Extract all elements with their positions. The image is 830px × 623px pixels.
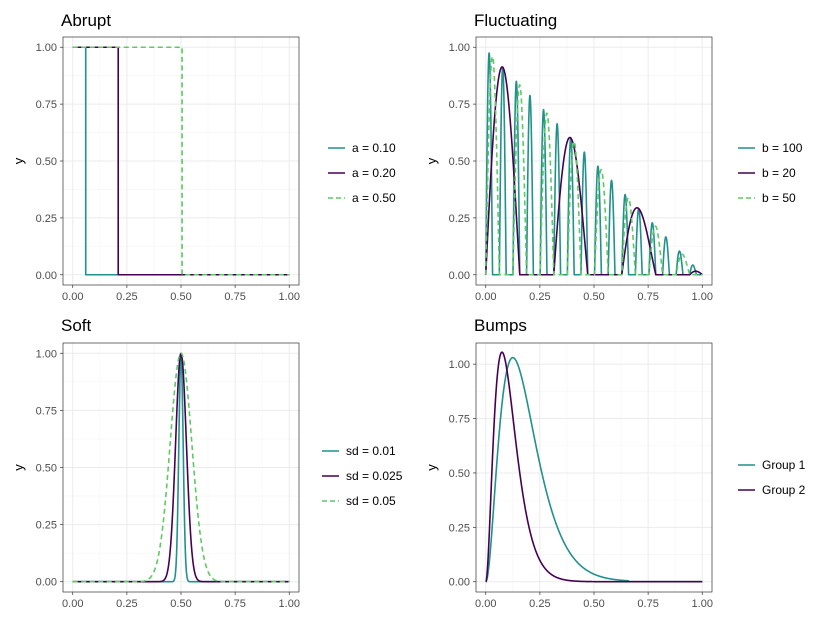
- y-tick-label: 0.75: [449, 414, 470, 426]
- legend-label: a = 0.50: [352, 191, 396, 205]
- y-tick-label: 0.75: [36, 405, 57, 417]
- gridlines: [476, 343, 712, 592]
- x-tick-label: 0.50: [170, 598, 191, 610]
- panel-soft: Soft 0.00 0.25 0.50 0.75 1.00 0.00 0.25 0.50 0.75…: [11, 316, 403, 610]
- x-tick-label: 1.00: [692, 291, 713, 303]
- series-line-sd-0-05: [72, 352, 290, 583]
- legend: a = 0.10 a = 0.20 a = 0.50: [328, 141, 396, 205]
- panel-title: Abrupt: [61, 11, 111, 30]
- legend: b = 100 b = 20 b = 50: [738, 141, 803, 205]
- legend-label: b = 20: [762, 166, 796, 180]
- y-tick-label: 0.75: [36, 99, 57, 111]
- y-tick-label: 0.50: [36, 463, 57, 475]
- y-tick-label: 0.50: [449, 156, 470, 168]
- x-tick-label: 0.75: [224, 291, 245, 303]
- legend-label: a = 0.10: [352, 141, 396, 155]
- series-line-a-0-50: [72, 46, 290, 276]
- y-tick-label: 1.00: [449, 42, 470, 54]
- x-tick-label: 0.50: [583, 291, 604, 303]
- legend-label: Group 1: [762, 458, 806, 472]
- x-tick-label: 0.00: [62, 598, 83, 610]
- x-tick-label: 0.25: [116, 598, 137, 610]
- y-tick-label: 0.00: [449, 270, 470, 282]
- legend-label: sd = 0.05: [346, 494, 396, 508]
- series-group: [484, 52, 703, 276]
- series-line-b-50: [484, 55, 703, 276]
- series-group: [72, 46, 290, 276]
- y-tick-label: 1.00: [449, 359, 470, 371]
- y-tick-label: 0.25: [449, 213, 470, 225]
- legend-label: b = 100: [762, 141, 803, 155]
- x-tick-label: 1.00: [279, 598, 300, 610]
- legend-label: a = 0.20: [352, 166, 396, 180]
- x-tick-label: 0.25: [529, 291, 550, 303]
- series-line-group-2: [485, 351, 703, 583]
- x-tick-label: 0.50: [170, 291, 191, 303]
- panel-fluctuating: Fluctuating 0.00 0.25 0.50 0.75 1.00 0.00 0.25 0…: [424, 11, 803, 303]
- legend-label: sd = 0.01: [346, 444, 396, 458]
- y-tick-label: 0.00: [36, 270, 57, 282]
- y-axis-label: y: [424, 157, 439, 164]
- legend: Group 1 Group 2: [738, 458, 806, 497]
- legend-label: Group 2: [762, 483, 806, 497]
- x-tick-label: 0.75: [224, 598, 245, 610]
- panel-bumps: Bumps 0.00 0.25 0.50 0.75 1.00 0.00 0.25 0.50 0.7…: [424, 316, 806, 610]
- x-tick-label: 0.00: [475, 598, 496, 610]
- y-axis-label: y: [424, 464, 439, 471]
- x-tick-label: 0.25: [116, 291, 137, 303]
- series-group: [72, 352, 290, 583]
- series-group: [485, 351, 703, 583]
- x-tick-label: 0.25: [529, 598, 550, 610]
- x-tick-label: 1.00: [692, 598, 713, 610]
- panel-title: Fluctuating: [474, 11, 557, 30]
- legend-label: b = 50: [762, 191, 796, 205]
- y-axis-label: y: [11, 464, 26, 471]
- y-tick-label: 0.25: [449, 522, 470, 534]
- y-axis-label: y: [11, 157, 26, 164]
- x-tick-label: 0.50: [583, 598, 604, 610]
- y-tick-label: 0.00: [449, 577, 470, 589]
- legend-label: sd = 0.025: [346, 469, 403, 483]
- x-tick-label: 0.00: [475, 291, 496, 303]
- x-tick-label: 0.75: [637, 598, 658, 610]
- y-tick-label: 0.50: [36, 156, 57, 168]
- y-tick-label: 0.00: [36, 577, 57, 589]
- y-tick-label: 0.25: [36, 213, 57, 225]
- legend: sd = 0.01 sd = 0.025 sd = 0.05: [322, 444, 403, 508]
- x-tick-label: 0.00: [62, 291, 83, 303]
- y-tick-label: 1.00: [36, 42, 57, 54]
- panel-abrupt: Abrupt 0.00 0.25 0.50 0.75 1.00 0.00 0.25 0.50 0.…: [11, 11, 396, 303]
- x-tick-label: 1.00: [279, 291, 300, 303]
- y-tick-label: 1.00: [36, 348, 57, 360]
- panel-title: Soft: [61, 316, 92, 335]
- panel-title: Bumps: [474, 316, 527, 335]
- y-tick-label: 0.75: [449, 99, 470, 111]
- x-tick-label: 0.75: [637, 291, 658, 303]
- y-tick-label: 0.25: [36, 520, 57, 532]
- y-tick-label: 0.50: [449, 468, 470, 480]
